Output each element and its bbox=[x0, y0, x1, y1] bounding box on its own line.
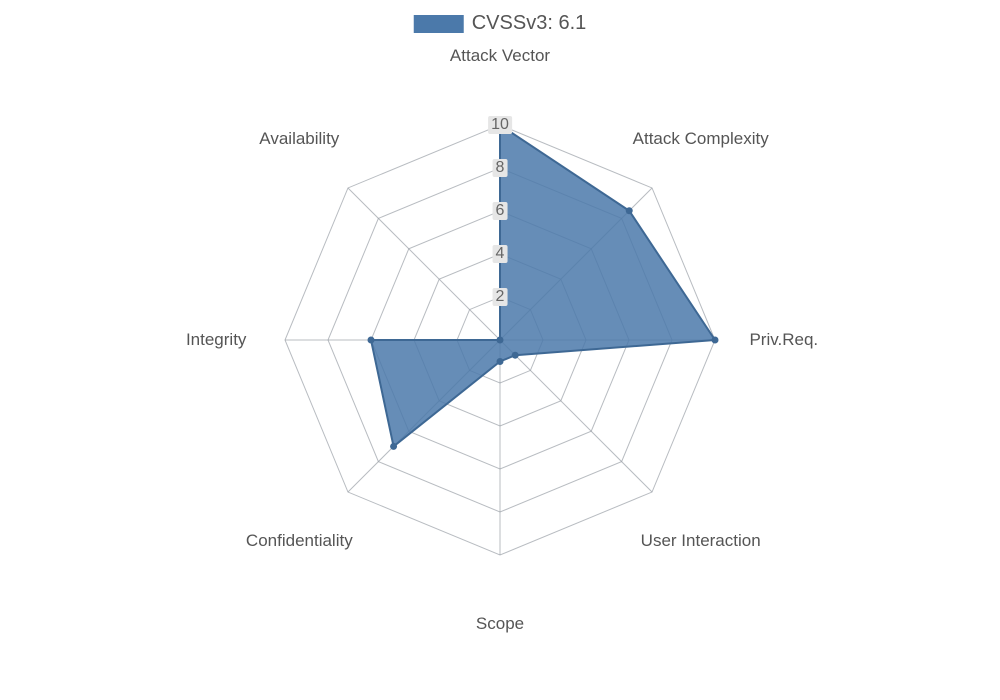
axis-label: Priv.Req. bbox=[749, 330, 818, 350]
axis-label: Attack Vector bbox=[450, 46, 550, 66]
radial-tick: 4 bbox=[493, 245, 508, 263]
radial-tick: 8 bbox=[493, 159, 508, 177]
axis-label: Availability bbox=[259, 129, 339, 149]
radial-tick: 2 bbox=[493, 288, 508, 306]
radial-tick: 10 bbox=[488, 116, 512, 134]
axis-label: Integrity bbox=[186, 330, 246, 350]
axis-label: Scope bbox=[476, 614, 524, 634]
radar-svg bbox=[0, 0, 1000, 700]
axis-label: Confidentiality bbox=[246, 531, 353, 551]
radial-tick: 6 bbox=[493, 202, 508, 220]
axis-label: Attack Complexity bbox=[633, 129, 769, 149]
axis-label: User Interaction bbox=[641, 531, 761, 551]
radar-chart: CVSSv3: 6.1 246810Attack VectorAttack Co… bbox=[0, 0, 1000, 700]
